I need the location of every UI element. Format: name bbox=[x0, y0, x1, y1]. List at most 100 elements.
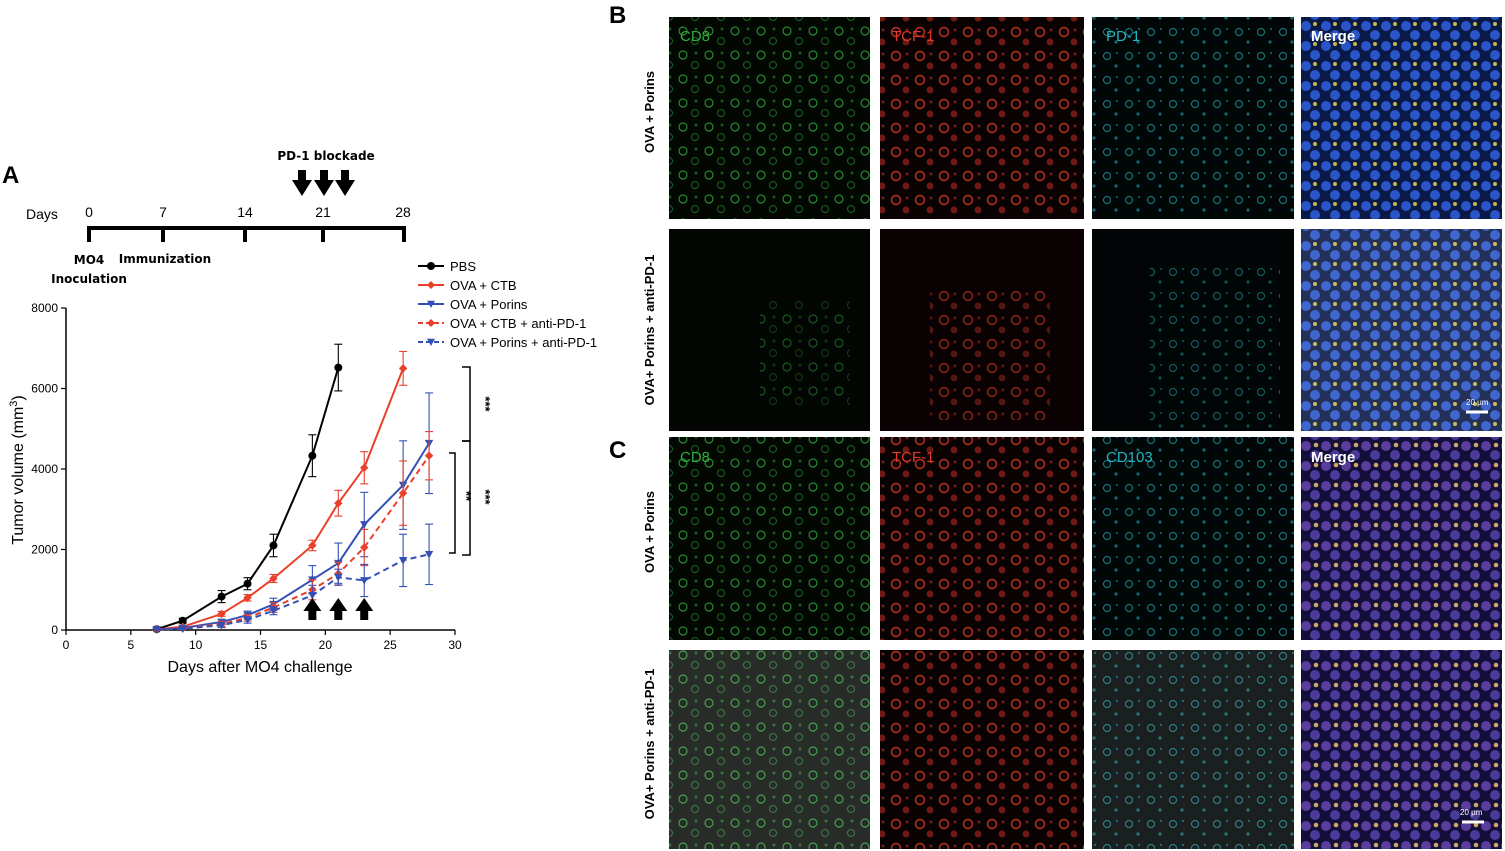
micrograph-cd8 bbox=[669, 17, 870, 219]
data-point bbox=[334, 363, 343, 372]
channel-label-tcf1: TCF-1 bbox=[892, 449, 935, 466]
micrograph-merge bbox=[1301, 17, 1502, 219]
legend-label: PBS bbox=[450, 259, 476, 274]
micrograph-pd1 bbox=[1092, 17, 1294, 219]
micrograph-cd103 bbox=[1092, 437, 1294, 640]
scale-bar-label: 20 μm bbox=[1460, 808, 1483, 817]
data-point bbox=[269, 541, 278, 550]
chart-tick-labels: 0 5 10 15 20 25 30 0 2000 4000 6000 8000 bbox=[31, 301, 462, 652]
y-tick-label: 4000 bbox=[31, 462, 58, 476]
x-tick-label: 0 bbox=[63, 638, 70, 652]
significance-brackets: *** ** *** bbox=[449, 366, 493, 556]
data-point bbox=[427, 319, 435, 327]
data-point bbox=[424, 550, 434, 559]
legend-label: OVA + CTB bbox=[450, 278, 517, 293]
data-point bbox=[427, 300, 435, 308]
data-point bbox=[424, 451, 434, 460]
data-point bbox=[360, 577, 369, 585]
panel-label-a: A bbox=[2, 162, 19, 189]
microscopy-panel-b: CD8 TCF-1 PD-1 Merge OVA + Porins 20 μm … bbox=[642, 17, 1502, 431]
series-ova-ctb bbox=[152, 350, 408, 634]
y-tick-label: 2000 bbox=[31, 543, 58, 557]
data-point bbox=[217, 621, 226, 630]
treatment-arrow-icon bbox=[355, 598, 374, 620]
treatment-arrow-icon bbox=[303, 598, 322, 620]
series-line bbox=[156, 368, 405, 631]
row-label-ova-porins: OVA + Porins bbox=[642, 71, 657, 153]
blockade-arrow-icon bbox=[335, 170, 355, 196]
series-ova-ctb-anti-pd-1 bbox=[152, 431, 434, 634]
blockade-arrow-icon bbox=[314, 170, 334, 196]
row-label-ova-porins-anti-pd1: OVA+ Porins + anti-PD-1 bbox=[642, 669, 657, 820]
y-tick-label: 6000 bbox=[31, 382, 58, 396]
series-ova-porins-anti-pd-1 bbox=[152, 523, 434, 634]
channel-label-cd8: CD8 bbox=[680, 449, 710, 466]
channel-label-merge: Merge bbox=[1311, 28, 1355, 45]
data-point bbox=[398, 364, 408, 373]
micrograph-tcf1 bbox=[880, 437, 1084, 640]
blockade-arrow-icon bbox=[292, 170, 312, 196]
micrograph-merge bbox=[1301, 437, 1502, 640]
data-point bbox=[152, 626, 161, 634]
micrograph-tcf1 bbox=[880, 17, 1084, 219]
chart-axes bbox=[61, 307, 456, 635]
micrograph-cd103 bbox=[1092, 650, 1294, 849]
legend-label: OVA + Porins + anti-PD-1 bbox=[450, 335, 597, 350]
y-tick-label: 0 bbox=[51, 623, 58, 637]
scale-bar-label: 20 μm bbox=[1466, 398, 1489, 407]
data-point bbox=[243, 579, 252, 588]
channel-label-cd8: CD8 bbox=[680, 28, 710, 45]
data-point bbox=[360, 543, 369, 552]
micrograph-merge bbox=[1301, 650, 1502, 849]
significance-label: ** bbox=[459, 491, 474, 502]
data-point bbox=[360, 463, 369, 472]
data-point bbox=[427, 262, 435, 270]
row-label-ova-porins-anti-pd1: OVA+ Porins + anti-PD-1 bbox=[642, 255, 657, 406]
data-point bbox=[308, 451, 317, 460]
y-tick-label: 8000 bbox=[31, 301, 58, 315]
x-tick-label: 30 bbox=[448, 638, 462, 652]
micrograph-cd8 bbox=[669, 650, 870, 849]
inoculation-label: MO4 bbox=[74, 253, 105, 267]
timeline-tick-label: 28 bbox=[395, 204, 411, 220]
series-line bbox=[156, 442, 430, 631]
chart-series bbox=[152, 343, 434, 634]
chart-legend: PBS OVA + CTB OVA + Porins OVA + CTB + anti… bbox=[418, 259, 597, 350]
treatment-arrow-icon bbox=[329, 598, 348, 620]
panel-label-c: C bbox=[609, 437, 626, 464]
data-point bbox=[178, 616, 187, 625]
micrograph-cd8 bbox=[669, 437, 870, 640]
data-point bbox=[217, 592, 226, 601]
pd1-blockade-label: PD-1 blockade bbox=[277, 149, 374, 163]
series-line bbox=[156, 455, 430, 631]
data-point bbox=[217, 609, 226, 619]
channel-label-cd103: CD103 bbox=[1106, 449, 1153, 466]
data-point bbox=[334, 573, 343, 582]
channel-label-pd1: PD-1 bbox=[1106, 28, 1140, 45]
timeline-tick-label: 14 bbox=[237, 204, 253, 220]
data-point bbox=[427, 281, 435, 289]
row-label-ova-porins: OVA + Porins bbox=[642, 491, 657, 573]
micrograph-tcf1 bbox=[880, 650, 1084, 849]
data-point bbox=[360, 521, 369, 529]
significance-label: *** bbox=[478, 396, 493, 412]
immunization-label: Immunization bbox=[119, 252, 211, 266]
x-tick-label: 20 bbox=[319, 638, 333, 652]
data-point bbox=[427, 338, 435, 346]
treatment-timeline: Days 0 7 14 21 28 PD-1 blockade MO4 Inoc… bbox=[26, 149, 411, 286]
micrograph-merge bbox=[1301, 229, 1502, 431]
x-tick-label: 15 bbox=[254, 638, 268, 652]
data-point bbox=[308, 592, 317, 600]
timeline-tick-label: 21 bbox=[315, 204, 331, 220]
panel-label-b: B bbox=[609, 2, 626, 29]
x-tick-label: 5 bbox=[127, 638, 134, 652]
treatment-arrows bbox=[303, 598, 374, 620]
timeline-days-label: Days bbox=[26, 206, 58, 222]
significance-bracket bbox=[449, 452, 456, 554]
data-point bbox=[269, 607, 278, 615]
legend-label: OVA + CTB + anti-PD-1 bbox=[450, 316, 586, 331]
data-point bbox=[269, 574, 278, 583]
significance-bracket bbox=[462, 366, 471, 442]
microscopy-panel-c: CD8 TCF-1 CD103 Merge OVA + Porins 20 μm… bbox=[642, 437, 1502, 849]
data-point bbox=[243, 616, 252, 625]
